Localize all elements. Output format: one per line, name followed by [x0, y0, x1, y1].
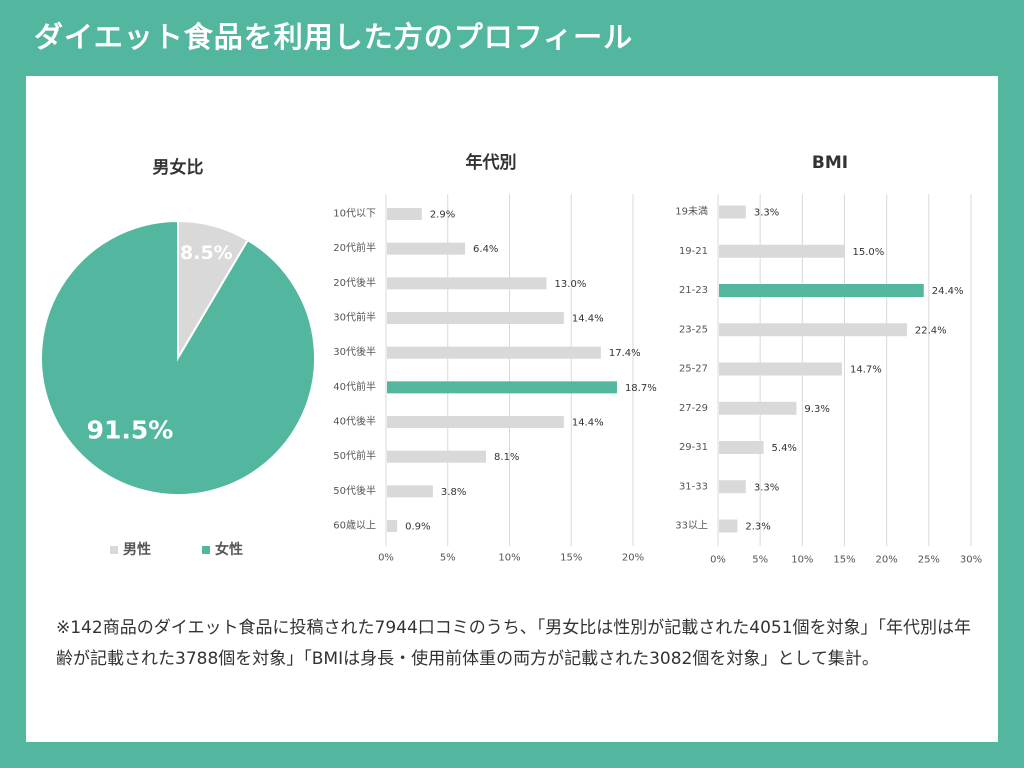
age-category-label: 20代後半	[333, 276, 376, 289]
age-bar	[387, 450, 487, 463]
charts-canvas: 男女比 8.5% 91.5% 男性 女性 年代別 0% 5% 10% 15% 20% 10代以下 2.9…	[40, 152, 982, 566]
age-bar	[387, 416, 564, 429]
bmi-value-label: 22.4%	[915, 325, 947, 336]
bmi-bar	[719, 519, 738, 533]
age-value-label: 13.0%	[555, 279, 587, 290]
legend-swatch-female	[202, 546, 210, 554]
bmi-bar	[719, 323, 907, 337]
bmi-category-label: 31-33	[679, 481, 708, 492]
age-bar	[387, 485, 433, 498]
bmi-tick-label: 30%	[960, 555, 982, 566]
bmi-category-label: 19未満	[675, 206, 708, 218]
bmi-tick-label: 10%	[791, 555, 813, 566]
bmi-tick-label: 25%	[918, 555, 940, 566]
age-value-label: 0.9%	[405, 522, 430, 533]
bmi-value-label: 24.4%	[932, 286, 964, 297]
age-category-label: 30代後半	[333, 345, 376, 358]
content-card: 男女比 8.5% 91.5% 男性 女性 年代別 0% 5% 10% 15% 20% 10代以下 2.9…	[26, 76, 998, 742]
age-value-label: 8.1%	[494, 452, 519, 463]
age-value-label: 18.7%	[625, 383, 657, 394]
age-tick-label: 10%	[498, 553, 520, 564]
age-category-label: 50代後半	[333, 484, 376, 497]
age-tick-label: 5%	[440, 553, 456, 564]
legend-label-male: 男性	[123, 541, 151, 558]
bmi-category-label: 21-23	[679, 285, 708, 296]
age-category-label: 40代後半	[333, 415, 376, 428]
footnote: ※142商品のダイエット食品に投稿された7944口コミのうち、「男女比は性別が記…	[56, 618, 972, 669]
age-tick-label: 20%	[622, 553, 644, 564]
bmi-category-label: 25-27	[679, 364, 708, 375]
age-bar	[387, 242, 466, 255]
bmi-bar	[719, 480, 746, 494]
age-value-label: 14.4%	[572, 314, 604, 325]
bmi-category-label: 19-21	[679, 246, 708, 257]
age-title: 年代別	[466, 152, 517, 173]
bmi-bar	[719, 284, 924, 297]
age-value-label: 6.4%	[473, 244, 498, 255]
bmi-value-label: 2.3%	[745, 522, 770, 533]
age-value-label: 17.4%	[609, 348, 641, 359]
age-bar	[387, 346, 601, 359]
page-title: ダイエット食品を利用した方のプロフィール	[34, 20, 634, 54]
age-tick-label: 15%	[560, 553, 582, 564]
pie-label-male: 8.5%	[180, 242, 233, 264]
bmi-category-label: 29-31	[679, 442, 708, 453]
age-category-label: 60歳以上	[333, 520, 376, 532]
bmi-tick-label: 0%	[710, 555, 726, 566]
age-value-label: 2.9%	[430, 210, 455, 221]
bmi-value-label: 3.3%	[754, 208, 779, 219]
bmi-bar	[719, 362, 842, 376]
bmi-value-label: 9.3%	[804, 404, 829, 415]
age-bar	[387, 277, 547, 290]
bmi-value-label: 15.0%	[853, 247, 885, 258]
bmi-tick-label: 5%	[752, 555, 768, 566]
bmi-title: BMI	[812, 153, 848, 173]
bmi-tick-label: 20%	[876, 555, 898, 566]
bmi-category-label: 23-25	[679, 324, 708, 335]
age-category-label: 40代前半	[333, 380, 376, 393]
bmi-value-label: 14.7%	[850, 365, 882, 376]
age-tick-label: 0%	[378, 553, 394, 564]
age-category-label: 50代前半	[333, 449, 376, 462]
age-category-label: 20代前半	[333, 241, 376, 254]
bmi-bar	[719, 205, 746, 219]
pie-label-female: 91.5%	[87, 416, 174, 445]
age-category-label: 10代以下	[333, 208, 376, 220]
bmi-value-label: 3.3%	[754, 482, 779, 493]
pie-title: 男女比	[153, 157, 204, 178]
bmi-tick-label: 15%	[833, 555, 855, 566]
legend-swatch-male	[110, 546, 118, 554]
bmi-category-label: 27-29	[679, 403, 708, 414]
bmi-bar	[719, 244, 845, 258]
age-value-label: 3.8%	[441, 487, 466, 498]
bmi-bar	[719, 401, 797, 415]
age-value-label: 14.4%	[572, 418, 604, 429]
age-bar	[387, 312, 564, 325]
bmi-value-label: 5.4%	[772, 443, 797, 454]
bmi-bar	[719, 441, 764, 454]
age-bar	[387, 381, 617, 394]
age-category-label: 30代前半	[333, 311, 376, 324]
legend-label-female: 女性	[215, 541, 243, 558]
age-bar	[387, 520, 398, 533]
bmi-category-label: 33以上	[675, 520, 708, 532]
pie-slice-female	[40, 219, 316, 496]
age-bar	[387, 208, 422, 220]
